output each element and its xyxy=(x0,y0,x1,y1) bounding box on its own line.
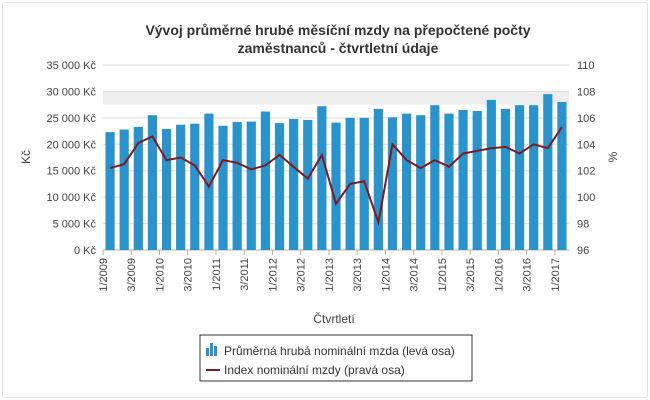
right-axis-ticks: 96 98 100 102 104 106 108 110 xyxy=(577,60,595,257)
y-tick-right: 106 xyxy=(577,113,595,125)
y-tick-left: 25 000 Kč xyxy=(46,113,96,125)
x-tick-label: 3/2010 xyxy=(183,258,195,292)
bar xyxy=(274,123,285,250)
bar xyxy=(176,124,186,250)
left-axis-ticks: 0 Kč 5 000 Kč 10 000 Kč 15 000 Kč 20 000 Kč 2… xyxy=(46,60,96,257)
bar xyxy=(190,123,200,250)
chart-title-line-2: zaměstnanců - čtvrtletní údaje xyxy=(238,40,439,56)
x-tick-label: 1/2009 xyxy=(98,258,110,292)
x-tick-label: 1/2012 xyxy=(268,258,280,292)
bar-legend-icon xyxy=(206,343,217,356)
bar xyxy=(260,111,270,250)
y-tick-left: 15 000 Kč xyxy=(46,166,96,178)
bar xyxy=(303,119,313,250)
plot-band xyxy=(103,91,569,105)
bar xyxy=(543,94,553,250)
index-line xyxy=(109,126,563,227)
bar xyxy=(246,121,256,250)
bar xyxy=(387,117,398,250)
y-axis-left-label: Kč xyxy=(19,150,33,164)
bar xyxy=(402,113,412,250)
x-tick-label: 3/2014 xyxy=(409,258,421,292)
y-tick-right: 98 xyxy=(577,219,589,231)
bar xyxy=(458,109,468,250)
x-tick-label: 1/2014 xyxy=(380,258,392,292)
y-tick-right: 102 xyxy=(577,166,595,178)
x-tick-label: 1/2015 xyxy=(437,258,449,292)
legend-item-wage[interactable]: Průměrná hrubá nominální mzda (levá osa) xyxy=(224,344,455,358)
bar xyxy=(430,105,440,251)
y-tick-right: 108 xyxy=(577,86,595,98)
x-tick-label: 1/2013 xyxy=(324,258,336,292)
bar xyxy=(161,128,172,250)
x-tick-label: 1/2011 xyxy=(211,258,223,291)
bar xyxy=(133,126,143,250)
x-tick-label: 3/2009 xyxy=(126,258,138,292)
x-tick-label: 1/2016 xyxy=(493,258,505,292)
bar xyxy=(105,132,115,250)
bar xyxy=(289,118,299,251)
bar xyxy=(416,115,426,250)
x-tick-label: 3/2016 xyxy=(522,258,534,292)
y-tick-left: 20 000 Kč xyxy=(46,139,96,151)
bar xyxy=(444,113,454,250)
bar xyxy=(331,122,341,250)
bar xyxy=(317,106,327,250)
x-tick-label: 3/2011 xyxy=(239,258,251,291)
bar xyxy=(119,129,129,250)
bar xyxy=(218,125,228,250)
y-tick-left: 5 000 Kč xyxy=(53,219,97,231)
bar xyxy=(472,110,482,250)
y-tick-left: 30 000 Kč xyxy=(46,86,96,98)
bar xyxy=(373,108,383,250)
y-tick-right: 110 xyxy=(577,60,595,72)
x-tick-label: 3/2015 xyxy=(465,258,477,292)
x-tick-label: 1/2010 xyxy=(155,258,167,292)
y-tick-left: 10 000 Kč xyxy=(46,192,96,204)
bar xyxy=(557,102,567,250)
x-tick-label: 1/2017 xyxy=(550,258,562,292)
legend-item-index[interactable]: Index nominální mzdy (pravá osa) xyxy=(224,363,405,377)
y-tick-left: 0 Kč xyxy=(74,245,97,257)
y-axis-right-label: % xyxy=(606,151,620,162)
bar xyxy=(500,108,511,250)
y-tick-right: 104 xyxy=(577,139,595,151)
x-axis-ticks: 1/2009 3/2009 1/2010 3/2010 1/2011 3/2011 1/20… xyxy=(98,250,562,292)
x-tick-label: 3/2013 xyxy=(352,258,364,292)
bar xyxy=(147,115,158,250)
y-tick-right: 96 xyxy=(577,245,589,257)
x-axis-label: Čtvrtletí xyxy=(313,311,355,326)
legend[interactable]: Průměrná hrubá nominální mzda (levá osa)… xyxy=(199,334,473,382)
bar xyxy=(529,105,539,251)
y-tick-left: 35 000 Kč xyxy=(46,60,96,72)
bar xyxy=(204,113,214,250)
bar xyxy=(486,99,496,250)
y-tick-right: 100 xyxy=(577,192,595,204)
bar-series xyxy=(105,94,567,251)
chart-title-line-1: Vývoj průměrné hrubé měsíční mzdy na pře… xyxy=(145,22,530,38)
bar xyxy=(514,105,525,251)
bar xyxy=(232,122,242,250)
x-tick-label: 3/2012 xyxy=(296,258,308,292)
